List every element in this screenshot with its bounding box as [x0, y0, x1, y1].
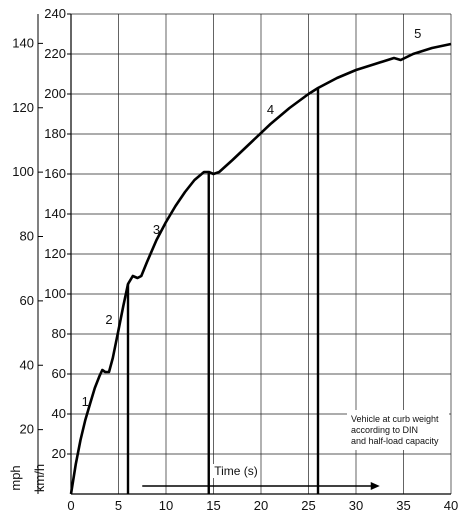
gear-label: 5 [414, 26, 421, 41]
time-label-box [212, 464, 260, 478]
kmh-tick-label: 220 [44, 46, 66, 61]
kmh-tick-label: 60 [52, 366, 66, 381]
time-tick-label: 20 [254, 498, 268, 513]
mph-unit-label: mph [8, 465, 23, 490]
time-arrow-head [370, 482, 380, 490]
kmh-tick-label: 160 [44, 166, 66, 181]
annotation-line-2: according to DIN [351, 425, 418, 435]
kmh-tick-label: 140 [44, 206, 66, 221]
acceleration-series-line [69, 42, 452, 495]
time-arrow [142, 482, 380, 490]
axes [37, 13, 451, 495]
x-axis-label: Time (s) [214, 464, 258, 478]
time-tick-label: 35 [396, 498, 410, 513]
kmh-tick-label: 180 [44, 126, 66, 141]
annotation-line-1: Vehicle at curb weight [351, 414, 439, 424]
gear-labels: 1 2 3 4 5 [82, 26, 422, 409]
kmh-tick-label: 20 [52, 446, 66, 461]
mph-tick-label: 100 [12, 164, 34, 179]
kmh-tick-label: 80 [52, 326, 66, 341]
gear-label: 1 [82, 394, 89, 409]
mph-tick-label: 60 [20, 293, 34, 308]
time-tick-label: 40 [444, 498, 458, 513]
time-tick-labels: 0 5 10 15 20 25 30 35 40 [67, 498, 458, 513]
kmh-tick-label: 120 [44, 246, 66, 261]
kmh-tick-label: 240 [44, 6, 66, 21]
mph-tick-label: 80 [20, 229, 34, 244]
acceleration-curve [69, 42, 452, 495]
time-tick-label: 5 [115, 498, 122, 513]
kmh-tick-label: 200 [44, 86, 66, 101]
mph-tick-label: 140 [12, 35, 34, 50]
annotation-line-3: and half-load capacity [351, 436, 439, 446]
kmh-tick-label: 40 [52, 406, 66, 421]
kmh-tick-label: 100 [44, 286, 66, 301]
time-tick-label: 10 [159, 498, 173, 513]
mph-tick-label: 40 [20, 357, 34, 372]
gear-shift-lines [126, 88, 320, 494]
gear-label: 2 [105, 312, 112, 327]
kmh-tick-labels: 20 40 60 80 100 120 140 160 180 200 220 240 [44, 6, 66, 461]
time-tick-label: 30 [349, 498, 363, 513]
gear-label: 3 [153, 222, 160, 237]
gear-label: 4 [267, 102, 274, 117]
mph-tick-label: 120 [12, 100, 34, 115]
kmh-unit-label: km/h [32, 464, 47, 492]
time-tick-label: 15 [206, 498, 220, 513]
mph-tick-labels: 20 40 60 80 100 120 140 [12, 35, 34, 436]
mph-tick-label: 20 [20, 422, 34, 437]
annotation-box [347, 410, 449, 450]
time-tick-label: 0 [67, 498, 74, 513]
time-tick-label: 25 [301, 498, 315, 513]
